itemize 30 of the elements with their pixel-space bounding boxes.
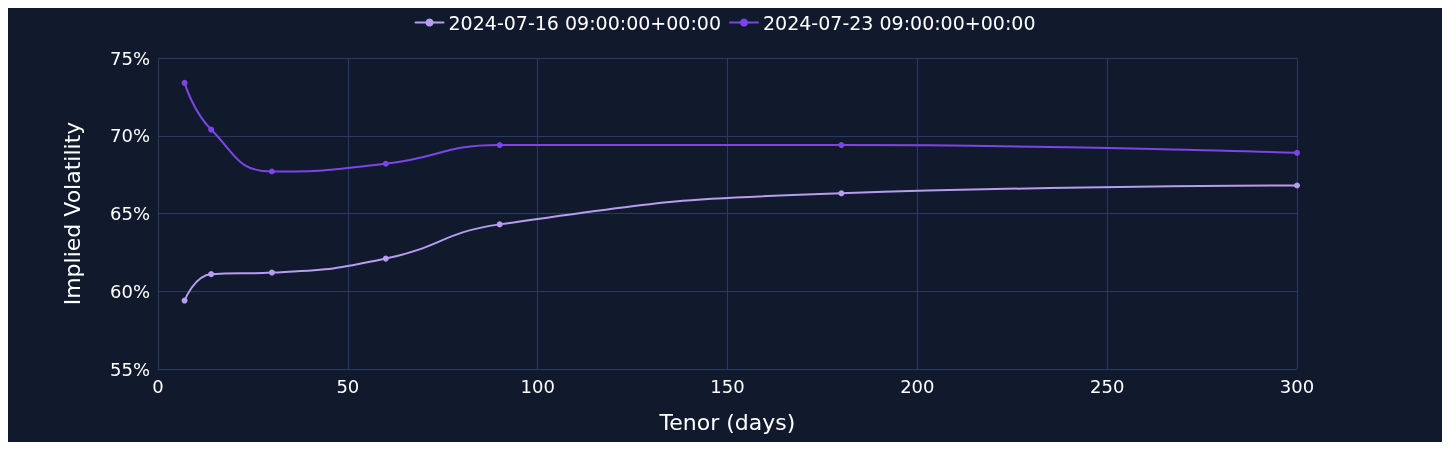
x-tick-label: 250 — [1089, 375, 1125, 397]
x-tick-label: 50 — [336, 375, 360, 397]
legend-label: 2024-07-23 09:00:00+00:00 — [763, 11, 1036, 34]
point — [268, 168, 275, 175]
point — [181, 79, 188, 86]
point — [496, 142, 503, 149]
point — [208, 271, 215, 278]
y-tick-label: 55% — [109, 358, 150, 380]
x-axis-title: Tenor (days) — [658, 409, 796, 435]
x-tick-label: 0 — [152, 375, 164, 397]
y-tick-label: 75% — [109, 47, 150, 69]
x-tick-label: 300 — [1279, 375, 1315, 397]
point — [382, 160, 389, 167]
x-tick-label: 100 — [520, 375, 555, 397]
y-tick-label: 70% — [109, 125, 150, 147]
point — [208, 126, 215, 133]
point — [496, 221, 503, 228]
point — [1294, 182, 1300, 189]
y-tick-label: 65% — [109, 203, 150, 224]
point — [1294, 149, 1300, 156]
x-tick-label: 200 — [900, 375, 935, 397]
point — [838, 190, 845, 197]
legend-label: 2024-07-16 09:00:00+00:00 — [448, 11, 721, 34]
point — [838, 142, 845, 149]
point — [382, 255, 389, 262]
point — [268, 269, 275, 276]
point — [181, 297, 188, 304]
x-tick-label: 150 — [710, 375, 745, 397]
y-axis-title: Implied Volatility — [59, 121, 85, 306]
y-tick-label: 60% — [109, 280, 150, 302]
